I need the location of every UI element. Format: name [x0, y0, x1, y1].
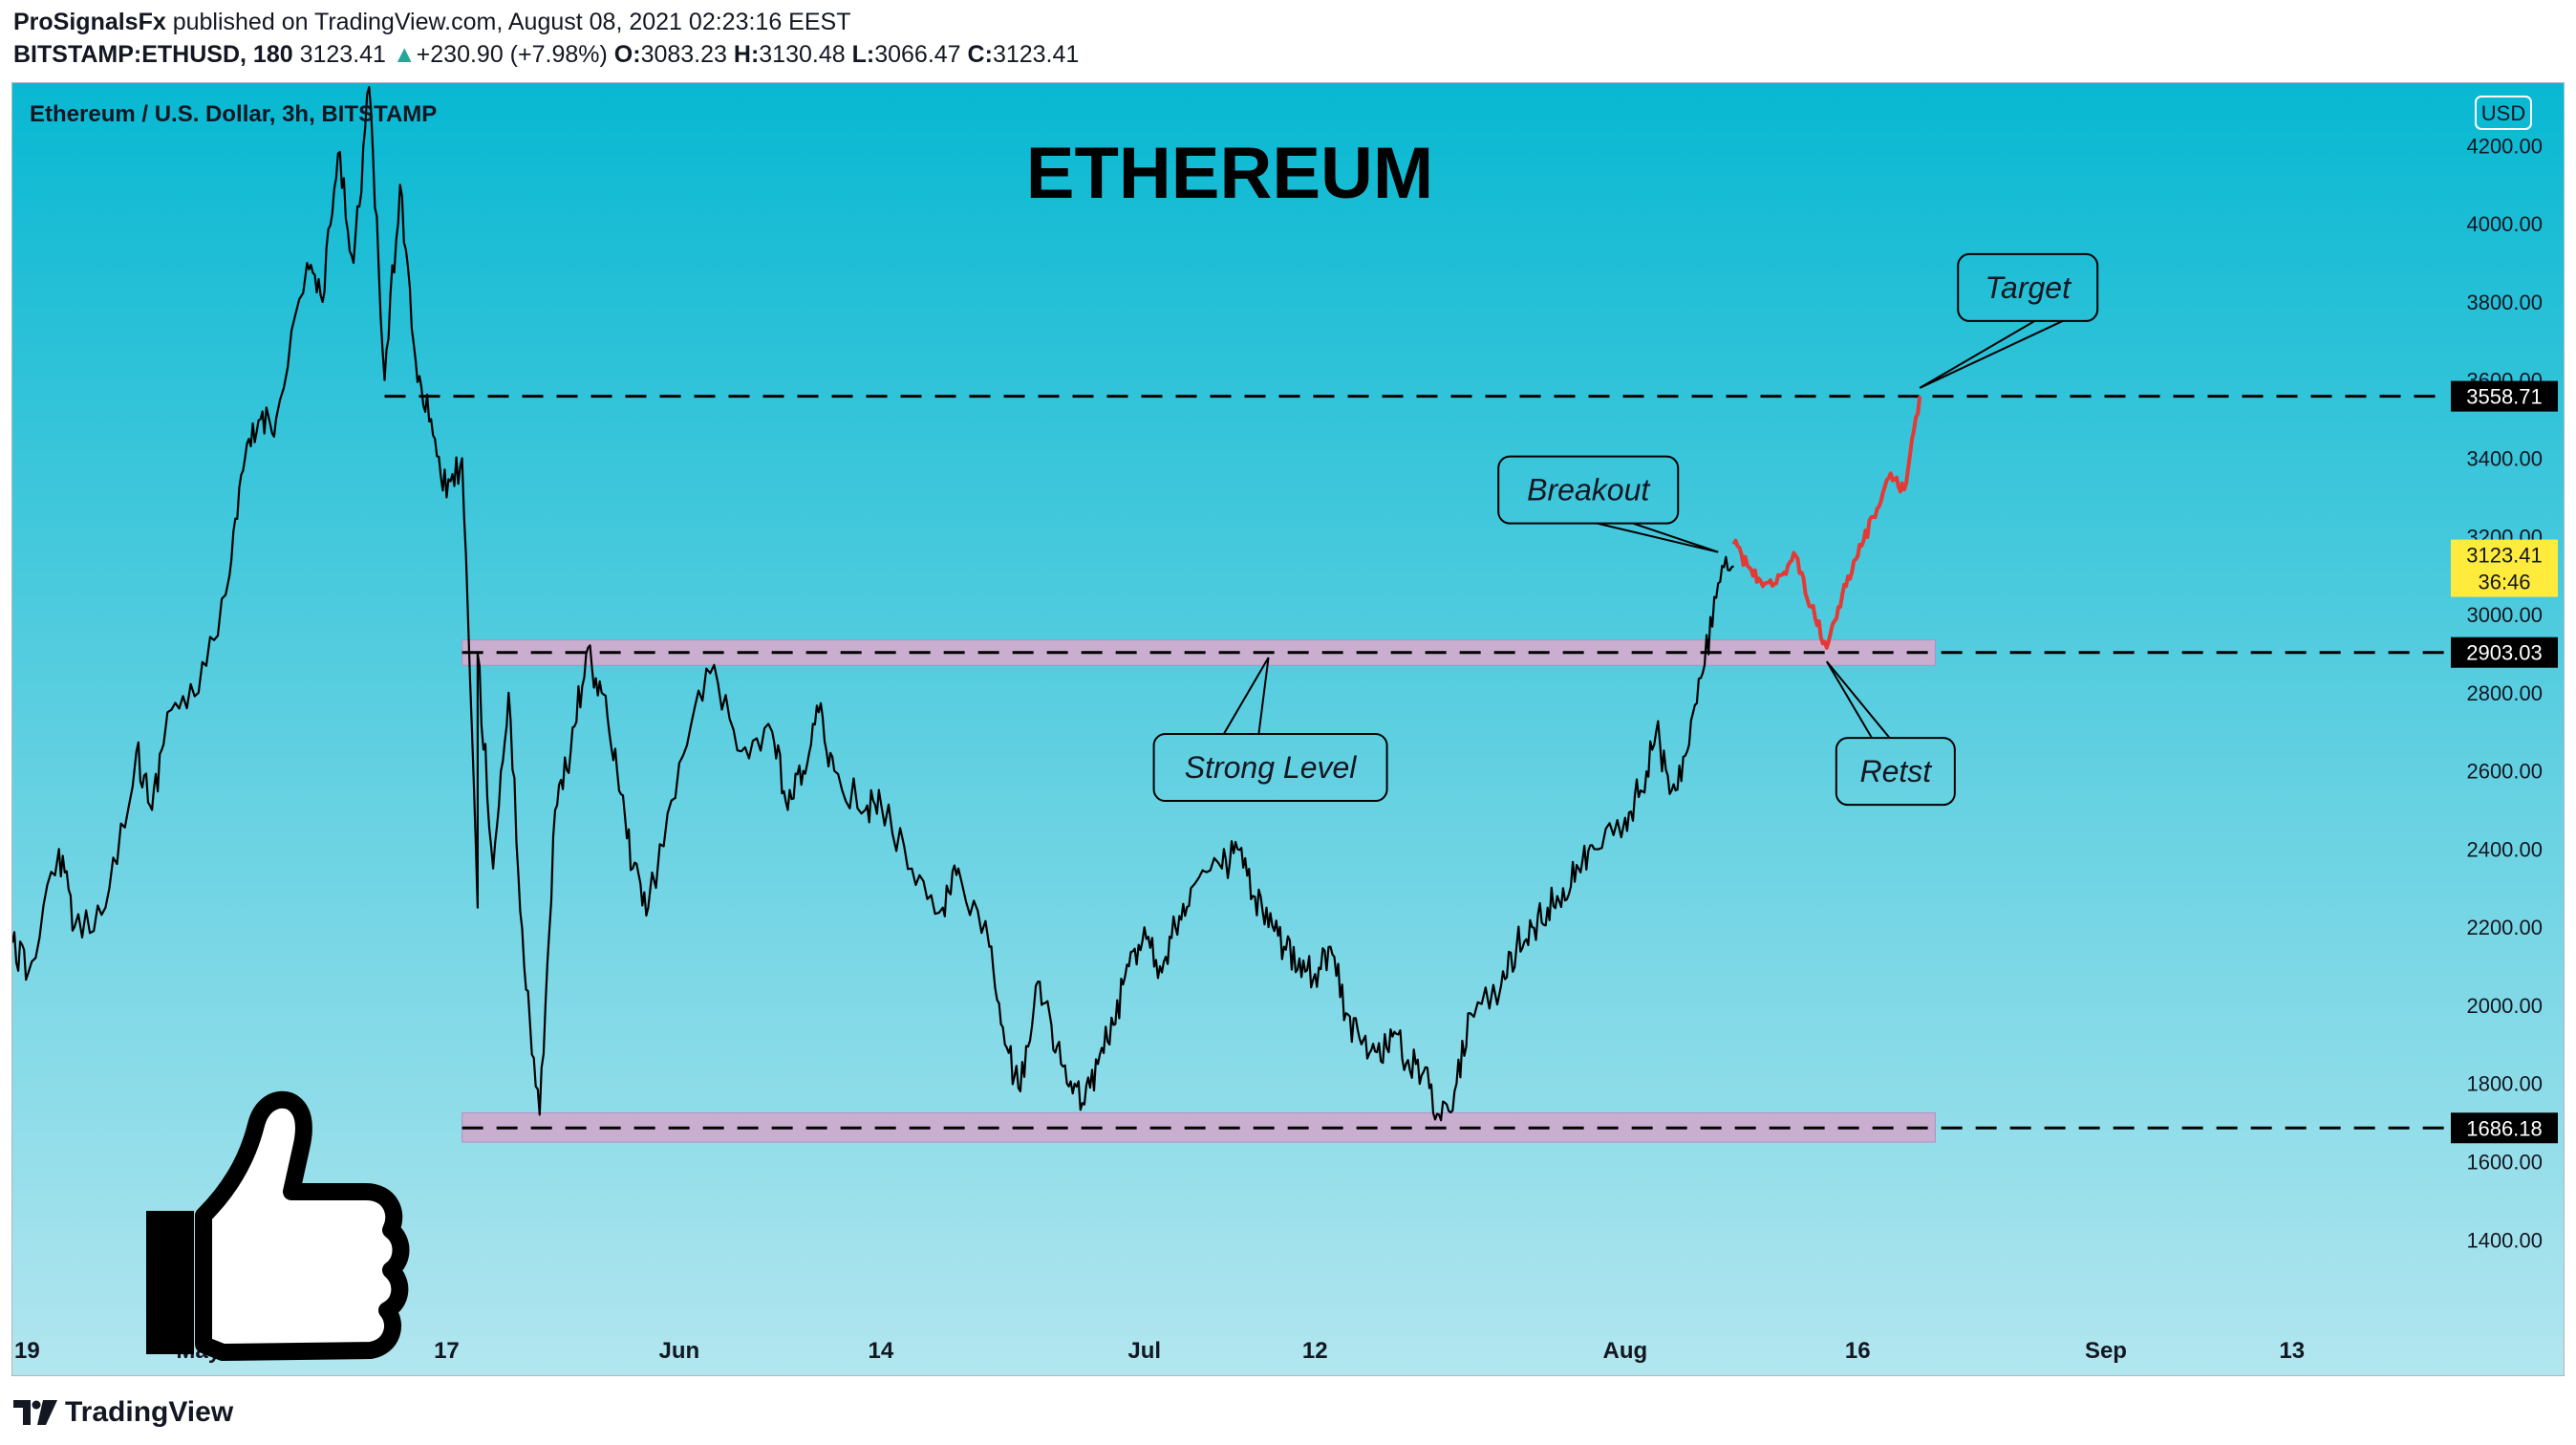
y-tick-label: 2800.00: [2466, 681, 2543, 705]
low-value: 3066.47: [874, 41, 961, 68]
y-tick-label: 4200.00: [2466, 134, 2543, 158]
x-tick-label: 19: [14, 1338, 40, 1364]
author-name[interactable]: ProSignalsFx: [13, 9, 166, 35]
callout-box: [1957, 252, 2099, 322]
callout-annotation[interactable]: Breakout: [1497, 455, 1719, 553]
callout-text: Breakout: [1527, 473, 1650, 507]
level-price-badge: [2451, 1112, 2558, 1144]
x-tick-label: Jun: [659, 1338, 700, 1364]
level-price-label: 1686.18: [2466, 1116, 2543, 1140]
last-price: 3123.41: [299, 41, 386, 68]
level-price-label: 2903.03: [2466, 641, 2543, 665]
currency-badge-label: USD: [2481, 101, 2525, 125]
close-value: 3123.41: [992, 41, 1080, 68]
chart-header: ProSignalsFx published on TradingView.co…: [13, 6, 2555, 71]
high-value: 3130.48: [759, 41, 846, 68]
tradingview-brand[interactable]: TradingView: [65, 1396, 234, 1428]
callout-annotation[interactable]: Target: [1919, 252, 2099, 389]
x-tick-label: Jul: [1127, 1338, 1161, 1364]
up-arrow-icon: ▲: [392, 41, 417, 68]
high-label: H:: [733, 41, 760, 68]
y-tick-label: 3000.00: [2466, 603, 2543, 627]
ohlc-line: BITSTAMP:ETHUSD, 180 3123.41 ▲+230.90 (+…: [13, 38, 2555, 71]
x-tick-label: Sep: [2085, 1338, 2127, 1364]
price-series-line: [12, 86, 1734, 1122]
callout-pointer: [1597, 522, 1719, 553]
y-tick-label: 2000.00: [2466, 994, 2543, 1018]
chart-title: ETHEREUM: [1026, 133, 1433, 214]
thumbs-up-hand: [195, 1090, 410, 1361]
callout-pointer: [1222, 657, 1270, 735]
publish-info: published on TradingView.com, August 08,…: [165, 9, 851, 35]
bar-countdown-label: 36:46: [2478, 571, 2530, 594]
x-tick-label: Aug: [1603, 1338, 1648, 1364]
y-tick-label: 2200.00: [2466, 916, 2543, 939]
price-change: +230.90 (+7.98%): [416, 41, 608, 68]
current-price-label: 3123.41: [2466, 544, 2543, 568]
callout-text: Retst: [1859, 754, 1932, 788]
level-price-badge: [2451, 636, 2558, 668]
chart-canvas[interactable]: Target Breakout Strong Level Retst 1400.00 1…: [12, 83, 2564, 1375]
callout-pointer: [1825, 660, 1891, 739]
level-price-label: 3558.71: [2466, 385, 2543, 409]
instrument-label: Ethereum / U.S. Dollar, 3h, BITSTAMP: [30, 101, 437, 127]
currency-badge[interactable]: USD: [2475, 96, 2532, 130]
y-tick-label: 1600.00: [2466, 1150, 2543, 1174]
y-tick-label: 3800.00: [2466, 291, 2543, 314]
open-value: 3083.23: [640, 41, 727, 68]
y-tick-label: 2400.00: [2466, 837, 2543, 861]
callout-box: [1497, 455, 1680, 525]
footer: TradingView: [13, 1391, 233, 1434]
callout-text: Strong Level: [1185, 750, 1358, 785]
current-price-badge: [2451, 539, 2558, 597]
y-tick-label: 1800.00: [2466, 1072, 2543, 1096]
x-tick-label: 13: [2279, 1338, 2305, 1364]
y-tick-label: 1400.00: [2466, 1228, 2543, 1252]
y-tick-label: 3400.00: [2466, 447, 2543, 471]
callout-box: [1835, 737, 1956, 807]
projection-line[interactable]: [1731, 396, 1922, 650]
currency-badge-frame: [2475, 96, 2532, 130]
callout-text: Target: [1985, 270, 2072, 305]
open-label: O:: [613, 41, 641, 68]
x-tick-label: 12: [1302, 1338, 1328, 1364]
chart-background: [12, 83, 2564, 1375]
chart-area[interactable]: Target Breakout Strong Level Retst 1400.00 1…: [11, 82, 2565, 1376]
y-tick-label: 2600.00: [2466, 760, 2543, 784]
x-tick-label: 14: [868, 1338, 893, 1364]
callout-box: [1152, 733, 1388, 803]
callout-pointer: [1919, 320, 2064, 389]
x-tick-label: 16: [1845, 1338, 1871, 1364]
tradingview-logo-icon[interactable]: [13, 1400, 57, 1425]
callout-annotation[interactable]: Retst: [1825, 660, 1956, 807]
symbol-label: BITSTAMP:ETHUSD, 180: [13, 41, 293, 68]
publish-line: ProSignalsFx published on TradingView.co…: [13, 6, 2555, 38]
low-label: L:: [851, 41, 875, 68]
thumbs-up-icon: [146, 1090, 410, 1361]
y-tick-label: 4000.00: [2466, 212, 2543, 236]
thumbs-up-cuff: [146, 1211, 194, 1354]
callout-annotation[interactable]: Strong Level: [1152, 657, 1388, 803]
level-price-badge: [2451, 380, 2558, 412]
close-label: C:: [967, 41, 993, 68]
x-tick-label: 17: [434, 1338, 460, 1364]
